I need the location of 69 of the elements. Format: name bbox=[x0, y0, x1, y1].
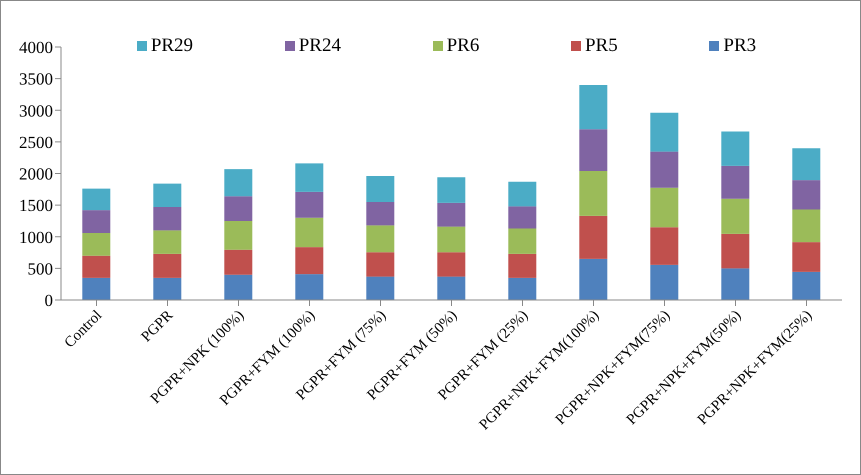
bar bbox=[366, 225, 394, 252]
bar bbox=[82, 278, 110, 300]
y-tick-label: 2000 bbox=[19, 164, 53, 184]
bar bbox=[508, 254, 536, 278]
bar bbox=[82, 210, 110, 233]
y-tick-label: 1500 bbox=[19, 196, 53, 216]
bar bbox=[153, 230, 182, 254]
bar bbox=[366, 176, 394, 202]
bar bbox=[437, 202, 466, 227]
bar bbox=[366, 202, 394, 226]
y-tick-label: 1000 bbox=[19, 228, 53, 247]
legend-label: PR6 bbox=[446, 35, 480, 57]
bar bbox=[721, 234, 750, 268]
legend-label: PR24 bbox=[298, 35, 341, 57]
bar bbox=[437, 226, 466, 252]
bar bbox=[437, 276, 466, 300]
y-tick-label: 3000 bbox=[19, 101, 53, 120]
bar bbox=[721, 131, 750, 166]
y-tick-label: 3500 bbox=[19, 70, 53, 89]
bar bbox=[721, 166, 750, 199]
bar bbox=[224, 250, 252, 275]
bar bbox=[437, 177, 466, 203]
y-tick-label: 0 bbox=[44, 291, 53, 310]
bar bbox=[579, 170, 608, 216]
bar bbox=[82, 188, 110, 210]
bar bbox=[295, 192, 324, 218]
bar bbox=[579, 258, 608, 300]
bar bbox=[153, 184, 182, 208]
bar bbox=[224, 169, 252, 196]
bar bbox=[153, 278, 182, 300]
bar bbox=[295, 274, 324, 300]
bar bbox=[295, 247, 324, 274]
bar bbox=[579, 129, 608, 171]
y-tick-label: 2500 bbox=[19, 132, 53, 152]
bar bbox=[792, 180, 820, 210]
bar bbox=[508, 278, 536, 300]
bar bbox=[153, 207, 182, 230]
bar bbox=[792, 210, 820, 242]
bar bbox=[650, 227, 678, 265]
bar bbox=[721, 198, 750, 234]
bar bbox=[792, 242, 820, 272]
bar bbox=[650, 264, 678, 300]
bar bbox=[721, 268, 750, 300]
bar bbox=[650, 112, 678, 152]
bar bbox=[579, 84, 608, 130]
bar bbox=[224, 196, 252, 221]
legend-label: PR29 bbox=[150, 35, 194, 57]
bar bbox=[792, 148, 820, 180]
bar bbox=[366, 252, 394, 277]
bar bbox=[153, 254, 182, 278]
y-tick-label: 4000 bbox=[19, 38, 53, 58]
bar bbox=[508, 206, 536, 229]
bar bbox=[224, 274, 252, 300]
legend-label: PR5 bbox=[584, 35, 618, 57]
bar bbox=[650, 188, 678, 228]
bar bbox=[224, 220, 252, 250]
bar bbox=[650, 152, 678, 188]
bar bbox=[508, 182, 536, 206]
bar bbox=[295, 163, 324, 192]
legend-label: PR3 bbox=[722, 35, 756, 57]
bar bbox=[579, 216, 608, 259]
bar bbox=[437, 252, 466, 277]
bar bbox=[295, 218, 324, 248]
bar bbox=[366, 276, 394, 300]
bar bbox=[82, 256, 110, 278]
bar bbox=[792, 272, 820, 300]
y-tick-label: 500 bbox=[28, 259, 53, 278]
bar bbox=[82, 232, 110, 256]
bar bbox=[508, 228, 536, 254]
